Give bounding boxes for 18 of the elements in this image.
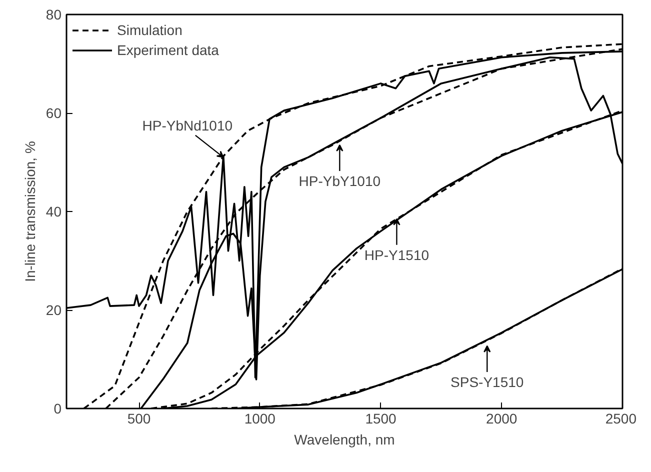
y-tick-label: 0: [54, 400, 62, 416]
y-tick-label: 60: [46, 105, 62, 121]
annotation: HP-YbNd1010: [142, 117, 233, 134]
annotation: HP-Y1510: [364, 246, 430, 263]
y-tick-label: 20: [46, 302, 62, 318]
annotation: HP-YbY1010: [298, 173, 381, 190]
legend-label: Experiment data: [117, 42, 219, 58]
annotation: SPS-Y1510: [450, 374, 524, 390]
x-tick-label: 1000: [244, 410, 276, 426]
x-tick-label: 500: [127, 410, 151, 426]
y-tick-label: 80: [46, 6, 62, 22]
x-axis-title: Wavelength, nm: [294, 432, 395, 448]
y-axis-title: In-line transmission, %: [22, 141, 38, 282]
x-tick-label: 2000: [486, 410, 518, 426]
x-tick-label: 2500: [605, 410, 637, 426]
legend-label: Simulation: [117, 22, 182, 38]
y-tick-label: 40: [46, 204, 62, 220]
x-tick-label: 1500: [365, 410, 397, 426]
